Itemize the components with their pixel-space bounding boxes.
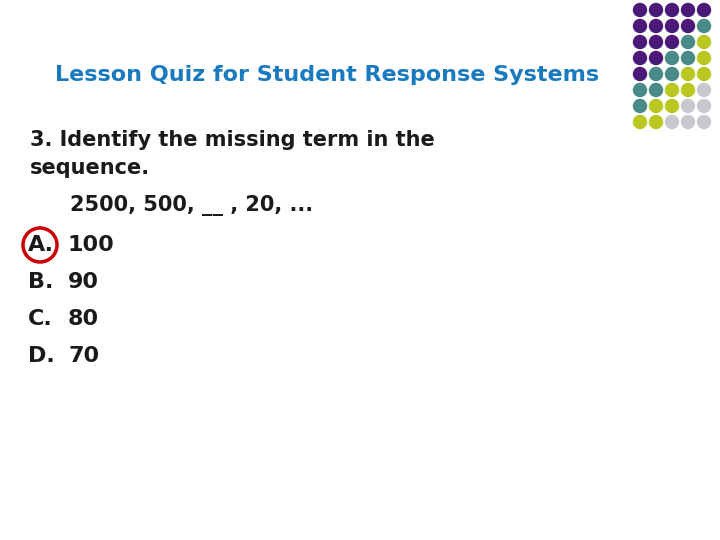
- Circle shape: [682, 19, 695, 32]
- Circle shape: [649, 3, 662, 17]
- Circle shape: [698, 51, 711, 64]
- Circle shape: [634, 68, 647, 80]
- Circle shape: [649, 116, 662, 129]
- Circle shape: [665, 51, 678, 64]
- Circle shape: [682, 116, 695, 129]
- Circle shape: [698, 116, 711, 129]
- Circle shape: [634, 51, 647, 64]
- Circle shape: [682, 68, 695, 80]
- Circle shape: [665, 19, 678, 32]
- Text: C.: C.: [28, 309, 53, 329]
- Circle shape: [634, 116, 647, 129]
- Circle shape: [698, 68, 711, 80]
- Circle shape: [698, 84, 711, 97]
- Circle shape: [698, 3, 711, 17]
- Circle shape: [634, 84, 647, 97]
- Circle shape: [665, 84, 678, 97]
- Circle shape: [634, 99, 647, 112]
- Circle shape: [649, 19, 662, 32]
- Circle shape: [649, 99, 662, 112]
- Circle shape: [649, 36, 662, 49]
- Circle shape: [698, 99, 711, 112]
- Text: 70: 70: [68, 346, 99, 366]
- Circle shape: [649, 51, 662, 64]
- Circle shape: [665, 99, 678, 112]
- Circle shape: [665, 116, 678, 129]
- Circle shape: [634, 36, 647, 49]
- Circle shape: [649, 68, 662, 80]
- Circle shape: [665, 3, 678, 17]
- Circle shape: [634, 19, 647, 32]
- Text: D.: D.: [28, 346, 55, 366]
- Circle shape: [682, 51, 695, 64]
- Circle shape: [665, 68, 678, 80]
- Circle shape: [682, 3, 695, 17]
- Text: sequence.: sequence.: [30, 158, 150, 178]
- Circle shape: [698, 36, 711, 49]
- Circle shape: [634, 3, 647, 17]
- Text: 90: 90: [68, 272, 99, 292]
- Text: 80: 80: [68, 309, 99, 329]
- Text: Lesson Quiz for Student Response Systems: Lesson Quiz for Student Response Systems: [55, 65, 599, 85]
- Circle shape: [698, 19, 711, 32]
- Text: 100: 100: [68, 235, 114, 255]
- Circle shape: [649, 84, 662, 97]
- Text: 3. Identify the missing term in the: 3. Identify the missing term in the: [30, 130, 435, 150]
- Circle shape: [682, 99, 695, 112]
- Circle shape: [682, 36, 695, 49]
- Text: B.: B.: [28, 272, 53, 292]
- Circle shape: [682, 84, 695, 97]
- Text: 2500, 500, __ , 20, ...: 2500, 500, __ , 20, ...: [70, 194, 313, 215]
- Text: A.: A.: [28, 235, 54, 255]
- Circle shape: [665, 36, 678, 49]
